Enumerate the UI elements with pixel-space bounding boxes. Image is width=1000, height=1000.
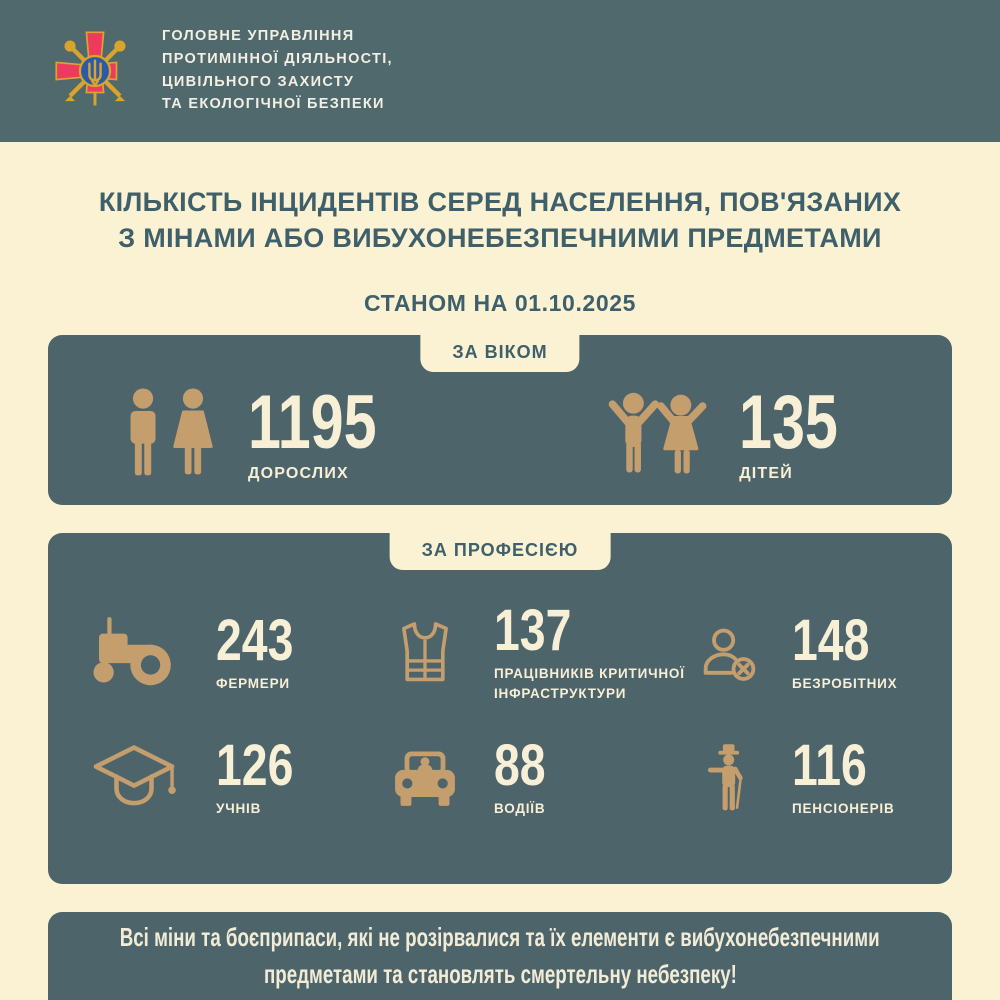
children-icon [603,388,715,483]
pensioner-icon [698,737,762,819]
pensioners-label: ПЕНСІОНЕРІВ [792,800,895,816]
drivers-count: 88 [494,732,546,798]
students-count: 126 [216,732,294,798]
children-text: 135 ДІТЕЙ [739,380,866,482]
students-label: УЧНІВ [216,800,262,816]
adults-text: 1195 ДОРОСЛИХ [248,380,413,482]
warning-band: Всі міни та боєприпаси, які не розірвали… [48,912,952,1000]
org-name-line: ПРОТИМІННОЇ ДІЯЛЬНОСТІ, [162,50,393,67]
critical-infrastructure-count: 137 [494,598,572,663]
profession-grid: 243 ФЕРМЕРИ 137 [48,533,952,819]
pensioners-count: 116 [792,732,867,798]
farmers-stat: 243 ФЕРМЕРИ [88,607,388,694]
age-section-card: ЗА ВІКОМ 1195 [48,335,952,505]
graduation-cap-icon [88,743,180,813]
adults-stat: 1195 ДОРОСЛИХ [112,380,413,483]
age-items: 1195 ДОРОСЛИХ [48,335,952,505]
unemployed-label: БЕЗРОБІТНИХ [792,675,898,691]
children-count: 135 [739,380,839,466]
header-band: ГОЛОВНЕ УПРАВЛІННЯ ПРОТИМІННОЇ ДІЯЛЬНОСТ… [0,0,1000,142]
safety-vest-icon [388,620,462,686]
unemployed-person-icon [698,623,762,683]
unemployed-stat: 148 БЕЗРОБІТНИХ [698,607,932,694]
adults-icon [112,387,224,483]
page-title-line1: КІЛЬКІСТЬ ІНЦИДЕНТІВ СЕРЕД НАСЕЛЕННЯ, ПО… [98,187,902,217]
warning-line2: предметами та становлять смертельну небе… [263,959,737,989]
pensioners-stat: 116 ПЕНСІОНЕРІВ [698,732,932,819]
org-name-line: ЦИВІЛЬНОГО ЗАХИСТУ [162,73,355,90]
profession-row-2: 126 УЧНІВ [88,732,932,819]
ministry-emblem-logo [52,28,138,114]
org-name: ГОЛОВНЕ УПРАВЛІННЯ ПРОТИМІННОЇ ДІЯЛЬНОСТ… [162,27,393,114]
drivers-stat: 88 ВОДІЇВ [388,732,698,819]
adults-label: ДОРОСЛИХ [248,464,349,482]
critical-infrastructure-stat: 137 ПРАЦІВНИКІВ КРИТИЧНОЇ ІНФРАСТРУКТУРИ [388,598,698,703]
students-stat: 126 УЧНІВ [88,732,388,819]
farmers-count: 243 [216,607,294,673]
profession-row-1: 243 ФЕРМЕРИ 137 [88,598,932,703]
car-driver-icon [388,747,462,809]
critical-infrastructure-label: ПРАЦІВНИКІВ КРИТИЧНОЇ ІНФРАСТРУКТУРИ [494,666,685,701]
drivers-label: ВОДІЇВ [494,800,546,816]
page-title-line2: З МІНАМИ АБО ВИБУХОНЕБЕЗПЕЧНИМИ ПРЕДМЕТА… [118,223,882,254]
age-section-tab: ЗА ВІКОМ [420,335,580,372]
profession-section-tab: ЗА ПРОФЕСІЄЮ [389,533,611,570]
children-label: ДІТЕЙ [739,464,793,482]
org-name-line: ТА ЕКОЛОГІЧНОЇ БЕЗПЕКИ [162,96,385,113]
children-stat: 135 ДІТЕЙ [603,380,866,483]
page-title: КІЛЬКІСТЬ ІНЦИДЕНТІВ СЕРЕД НАСЕЛЕННЯ, ПО… [0,184,1000,257]
warning-line1: Всі міни та боєприпаси, які не розірвали… [120,921,880,952]
farmers-label: ФЕРМЕРИ [216,675,290,691]
unemployed-count: 148 [792,607,870,673]
as-of-date: СТАНОМ НА 01.10.2025 [363,290,637,316]
adults-count: 1195 [248,380,377,466]
tractor-icon [88,617,180,689]
profession-section-card: ЗА ПРОФЕСІЄЮ 243 [48,533,952,884]
org-name-line: ГОЛОВНЕ УПРАВЛІННЯ [162,28,355,45]
emblem-cross-trident-icon [55,31,126,106]
